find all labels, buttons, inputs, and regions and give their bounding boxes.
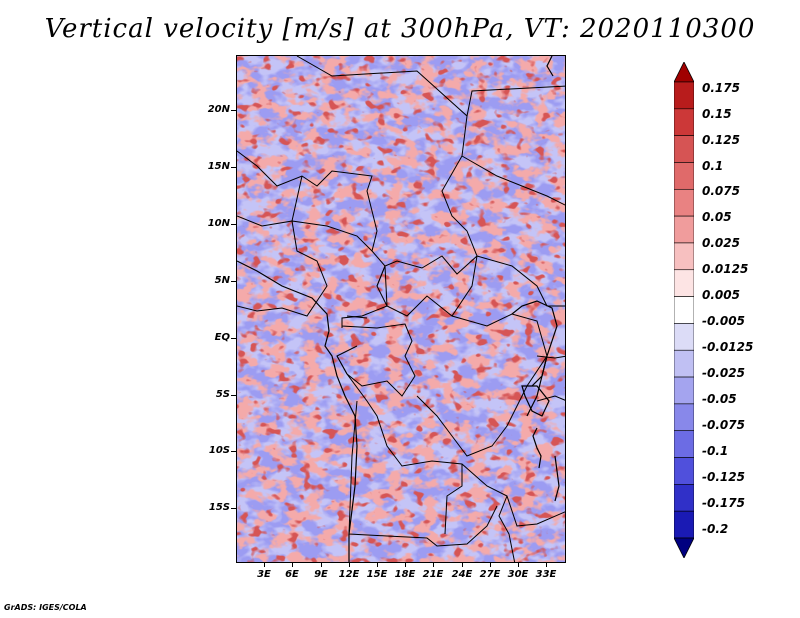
lon-label: 6E <box>285 569 299 580</box>
colorbar-label: -0.005 <box>702 314 745 328</box>
colorbar-segment <box>674 484 694 512</box>
colorbar-label: -0.075 <box>702 418 745 432</box>
lat-tick <box>231 338 236 339</box>
lat-label: 5N <box>214 275 230 286</box>
lat-tick <box>231 281 236 282</box>
colorbar-label: 0.005 <box>702 288 740 302</box>
colorbar-label: -0.05 <box>702 392 737 406</box>
lat-label: 10N <box>207 218 230 229</box>
lat-tick <box>231 224 236 225</box>
lon-label: 15E <box>366 569 388 580</box>
lon-tick <box>490 562 491 567</box>
colorbar-segment <box>674 242 694 271</box>
colorbar-label: -0.125 <box>702 470 745 484</box>
lat-tick <box>231 110 236 111</box>
lon-label: 3E <box>257 569 271 580</box>
colorbar-segment <box>674 323 694 351</box>
lon-tick <box>433 562 434 567</box>
colorbar-label: 0.025 <box>702 236 740 250</box>
lat-tick <box>231 395 236 396</box>
colorbar-segment <box>674 269 694 297</box>
colorbar-segment <box>674 376 694 405</box>
lon-label: 18E <box>394 569 416 580</box>
colorbar-segment <box>674 162 694 190</box>
colorbar-segment <box>674 430 694 458</box>
map-title: Vertical velocity [m/s] at 300hPa, VT: 2… <box>44 14 756 44</box>
lat-label: 10S <box>208 445 230 456</box>
lat-label: 5S <box>215 389 230 400</box>
colorbar-segment <box>674 457 694 485</box>
lat-label: 15N <box>207 161 230 172</box>
lon-label: 27E <box>479 569 501 580</box>
credit-text: GrADS: IGES/COLA <box>4 603 87 612</box>
map-panel <box>236 55 566 563</box>
colorbar-label: 0.0125 <box>702 262 749 276</box>
colorbar-segment <box>674 135 694 163</box>
colorbar-label: 0.1 <box>702 159 724 173</box>
lon-label: 33E <box>535 569 557 580</box>
colorbar-label: 0.15 <box>702 107 732 121</box>
colorbar-label: -0.1 <box>702 444 729 458</box>
coastline <box>237 56 560 562</box>
colorbar-label: 0.05 <box>702 210 732 224</box>
lon-tick <box>321 562 322 567</box>
lat-label: EQ <box>214 332 230 343</box>
colorbar-label: -0.025 <box>702 366 745 380</box>
lat-tick <box>231 451 236 452</box>
colorbar-segment <box>674 215 694 244</box>
colorbar-segment <box>674 349 694 378</box>
lat-tick <box>231 167 236 168</box>
colorbar-segment <box>674 81 694 110</box>
lon-tick <box>349 562 350 567</box>
colorbar-segment <box>674 510 694 539</box>
colorbar-label: -0.175 <box>702 496 745 510</box>
lat-tick <box>231 508 236 509</box>
colorbar-label: 0.125 <box>702 133 740 147</box>
lon-tick <box>292 562 293 567</box>
lon-label: 24E <box>451 569 473 580</box>
lon-label: 12E <box>338 569 360 580</box>
lat-label: 20N <box>207 104 230 115</box>
lon-tick <box>546 562 547 567</box>
lon-tick <box>462 562 463 567</box>
lon-tick <box>405 562 406 567</box>
lon-tick <box>377 562 378 567</box>
colorbar-label: -0.2 <box>702 522 729 536</box>
lon-label: 21E <box>422 569 444 580</box>
colorbar-top-arrow <box>674 62 694 83</box>
colorbar-label: 0.175 <box>702 81 740 95</box>
velocity-field <box>237 56 565 562</box>
colorbar-segment <box>674 188 694 217</box>
colorbar-segment <box>674 108 694 136</box>
colorbar-segment <box>674 403 694 432</box>
country-borders <box>237 56 565 562</box>
lon-label: 30E <box>507 569 529 580</box>
colorbar-label: -0.0125 <box>702 340 754 354</box>
colorbar-bottom-arrow <box>674 537 694 558</box>
colorbar-segment <box>674 296 694 324</box>
colorbar-label: 0.075 <box>702 184 740 198</box>
lon-tick <box>518 562 519 567</box>
lon-label: 9E <box>314 569 328 580</box>
lon-tick <box>264 562 265 567</box>
colorbar <box>674 62 694 558</box>
lat-label: 15S <box>208 502 230 513</box>
